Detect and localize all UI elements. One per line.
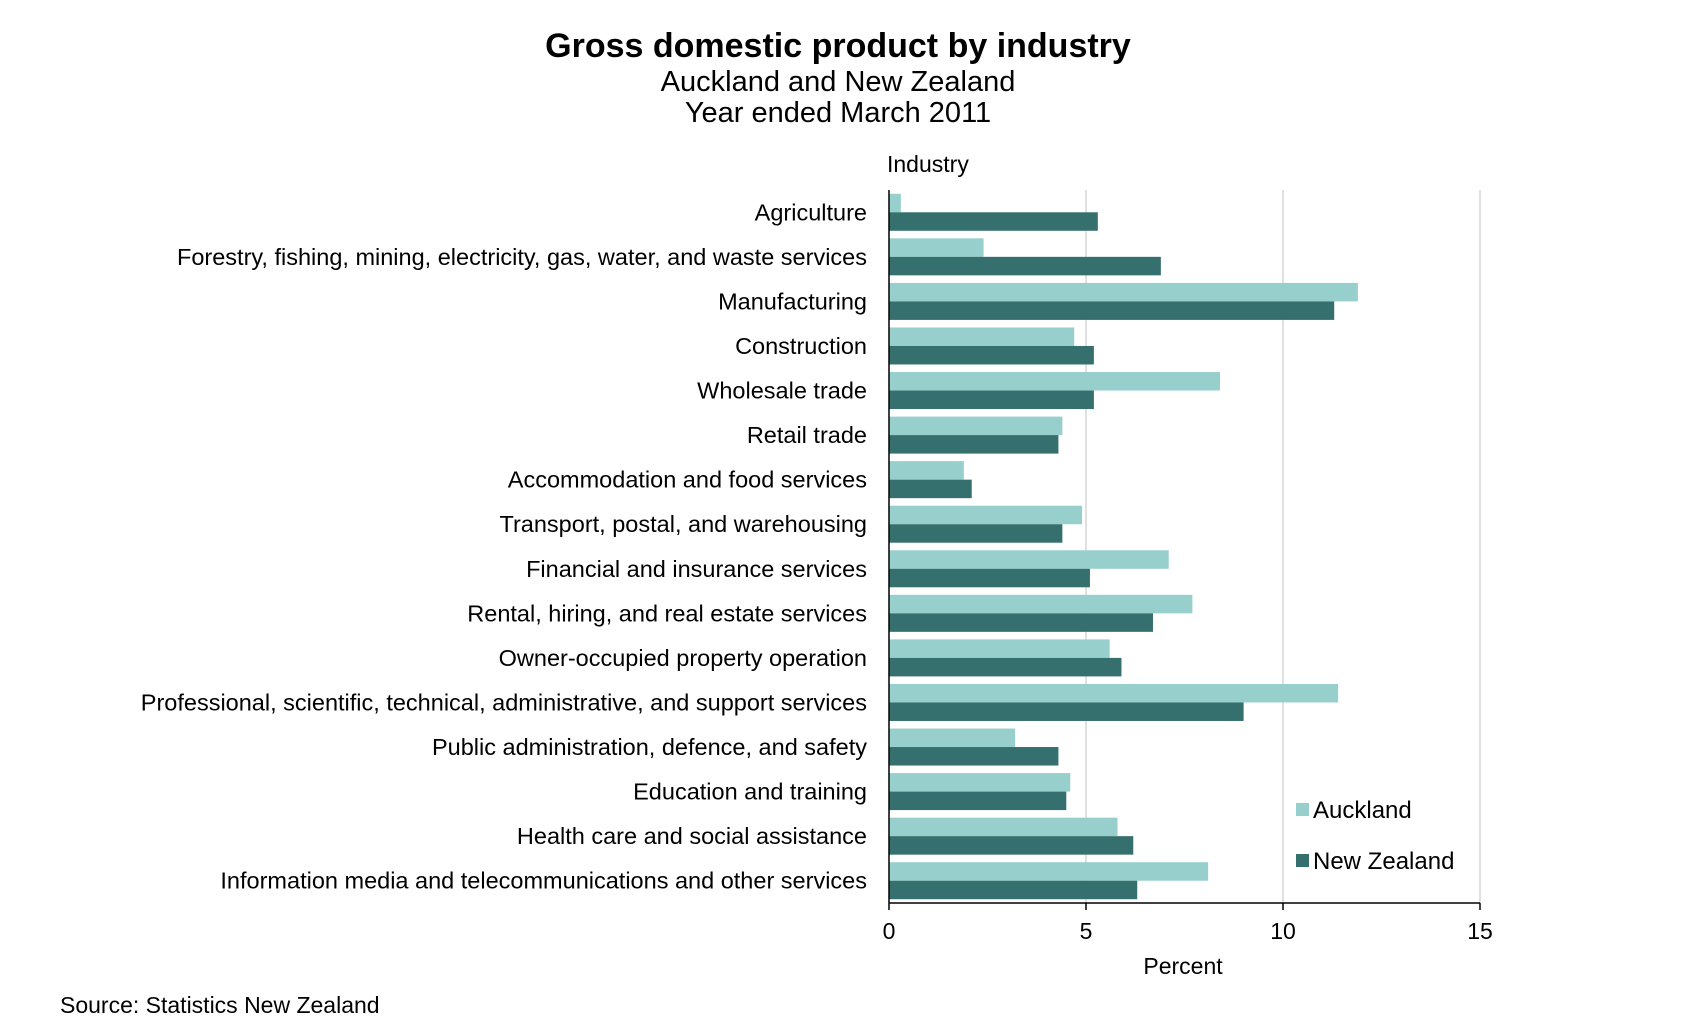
bar-auckland-construction	[889, 327, 1075, 346]
category-label-accommodation-and-food-services: Accommodation and food services	[508, 467, 867, 493]
category-label-retail-trade: Retail trade	[747, 422, 867, 448]
bar-new-zealand-information-media-and-telecommunications-and-other-services	[889, 880, 1138, 900]
bar-new-zealand-forestry-fishing-mining-electricity-gas-water-and-waste-services	[889, 256, 1161, 276]
chart-title: Gross domestic product by industry	[545, 27, 1131, 65]
bar-auckland-wholesale-trade	[889, 372, 1220, 391]
category-label-education-and-training: Education and training	[633, 779, 867, 805]
bar-auckland-agriculture	[889, 193, 901, 213]
category-label-construction: Construction	[735, 333, 867, 359]
value-axis-label: Percent	[1143, 953, 1223, 979]
bar-new-zealand-owner-occupied-property-operation	[889, 657, 1122, 677]
value-axis-ticks: 0 5 10 15	[883, 903, 1493, 944]
legend-swatch-auckland	[1296, 803, 1309, 816]
legend-label-auckland: Auckland	[1313, 797, 1412, 824]
bar-new-zealand-accommodation-and-food-services	[889, 479, 972, 499]
bar-auckland-education-and-training	[889, 773, 1071, 792]
bar-new-zealand-rental-hiring-and-real-estate-services	[889, 613, 1153, 632]
bar-new-zealand-wholesale-trade	[889, 390, 1094, 410]
legend: Auckland New Zealand	[1296, 797, 1454, 875]
category-label-professional-scientific-technical-administrative-and-support-services: Professional, scientific, technical, adm…	[141, 689, 867, 715]
bar-new-zealand-retail-trade	[889, 435, 1059, 454]
category-labels: Agriculture Forestry, fishing, mining, el…	[141, 199, 867, 893]
tick-label-15: 15	[1467, 918, 1493, 944]
category-label-forestry-fishing-mining-electricity-gas-water-and-waste-services: Forestry, fishing, mining, electricity, …	[177, 244, 867, 270]
category-label-rental-hiring-and-real-estate-services: Rental, hiring, and real estate services	[467, 600, 867, 626]
category-label-transport-postal-and-warehousing: Transport, postal, and warehousing	[499, 511, 867, 537]
bars-group	[889, 193, 1358, 900]
chart-subtitle-line-1: Auckland and New Zealand	[661, 66, 1016, 98]
bar-auckland-health-care-and-social-assistance	[889, 817, 1118, 837]
bar-auckland-owner-occupied-property-operation	[889, 639, 1110, 658]
bar-auckland-public-administration-defence-and-safety	[889, 728, 1016, 748]
bar-auckland-transport-postal-and-warehousing	[889, 505, 1083, 525]
category-label-information-media-and-telecommunications-and-other-services: Information media and telecommunications…	[220, 868, 867, 894]
bar-new-zealand-transport-postal-and-warehousing	[889, 524, 1063, 543]
chart-subtitle-line-2: Year ended March 2011	[685, 97, 991, 129]
bar-new-zealand-agriculture	[889, 212, 1098, 231]
bar-auckland-manufacturing	[889, 282, 1358, 302]
bar-new-zealand-health-care-and-social-assistance	[889, 836, 1134, 855]
bar-new-zealand-construction	[889, 345, 1094, 365]
bar-new-zealand-manufacturing	[889, 301, 1335, 320]
bar-auckland-accommodation-and-food-services	[889, 461, 964, 480]
category-label-health-care-and-social-assistance: Health care and social assistance	[517, 823, 867, 849]
bar-auckland-retail-trade	[889, 416, 1063, 436]
bar-new-zealand-public-administration-defence-and-safety	[889, 747, 1059, 766]
source-note: Source: Statistics New Zealand	[60, 992, 380, 1018]
tick-label-5: 5	[1080, 918, 1093, 944]
bar-auckland-financial-and-insurance-services	[889, 550, 1169, 569]
bar-auckland-rental-hiring-and-real-estate-services	[889, 594, 1193, 614]
category-label-agriculture: Agriculture	[755, 199, 867, 225]
bar-new-zealand-financial-and-insurance-services	[889, 568, 1090, 588]
tick-label-0: 0	[883, 918, 896, 944]
legend-label-new-zealand: New Zealand	[1313, 848, 1454, 875]
category-label-manufacturing: Manufacturing	[718, 288, 867, 314]
bar-auckland-professional-scientific-technical-administrative-and-support-services	[889, 683, 1339, 703]
bar-new-zealand-education-and-training	[889, 791, 1067, 811]
category-label-owner-occupied-property-operation: Owner-occupied property operation	[499, 645, 867, 671]
category-label-financial-and-insurance-services: Financial and insurance services	[526, 556, 867, 582]
bar-auckland-forestry-fishing-mining-electricity-gas-water-and-waste-services	[889, 238, 984, 257]
tick-label-10: 10	[1270, 918, 1296, 944]
bar-new-zealand-professional-scientific-technical-administrative-and-support-services	[889, 702, 1244, 721]
category-axis-label: Industry	[887, 151, 969, 177]
legend-swatch-new-zealand	[1296, 854, 1309, 867]
bar-auckland-information-media-and-telecommunications-and-other-services	[889, 862, 1209, 881]
category-label-public-administration-defence-and-safety: Public administration, defence, and safe…	[432, 734, 867, 760]
category-label-wholesale-trade: Wholesale trade	[697, 378, 867, 404]
